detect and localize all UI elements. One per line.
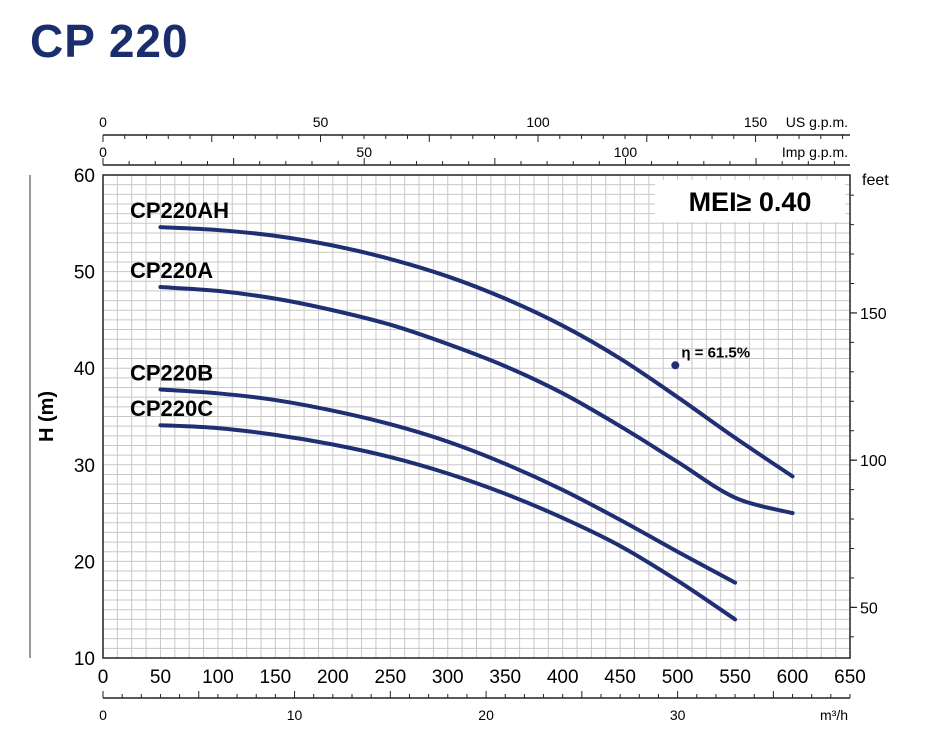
mei-label: MEI≥ 0.40 xyxy=(689,187,812,217)
feet-tick-label: 150 xyxy=(860,306,887,323)
x-tick-label: 400 xyxy=(547,667,579,688)
y-tick-label: 20 xyxy=(74,552,95,573)
curve-cp220ah xyxy=(158,225,795,479)
mei-box: MEI≥ 0.40 xyxy=(655,180,845,222)
y-tick-label: 10 xyxy=(74,649,95,670)
x-tick-label: 450 xyxy=(604,667,636,688)
y-axis-label: H (m) xyxy=(36,391,58,442)
usgpm-tick-label: 150 xyxy=(744,114,768,130)
x-tick-label: 600 xyxy=(777,667,809,688)
x-tick-label: 100 xyxy=(202,667,234,688)
y-tick-label: 50 xyxy=(74,263,95,284)
m3h-axis-label: m³/h xyxy=(820,707,848,723)
feet-tick-label: 100 xyxy=(860,453,887,470)
x-tick-label: 50 xyxy=(150,667,171,688)
x-tick-label: 200 xyxy=(317,667,349,688)
curve-label-cp220a: CP220A xyxy=(130,258,213,283)
y-tick-label: 60 xyxy=(74,166,95,187)
plot-border xyxy=(102,174,851,659)
feet-tick-label: 50 xyxy=(860,600,878,617)
feet-axis-label: feet xyxy=(862,172,889,189)
grid xyxy=(102,174,851,659)
x-tick-label: 150 xyxy=(260,667,292,688)
curve-cp220a xyxy=(158,285,795,516)
x-tick-label: 650 xyxy=(834,667,866,688)
m3h-tick-label: 10 xyxy=(287,707,303,723)
usgpm-axis-label: US g.p.m. xyxy=(786,114,848,130)
usgpm-tick-label: 100 xyxy=(526,114,550,130)
curve-cp220b xyxy=(158,387,738,585)
impgpm-axis-label: Imp g.p.m. xyxy=(782,144,848,160)
curve-label-cp220b: CP220B xyxy=(130,360,213,385)
x-tick-label: 300 xyxy=(432,667,464,688)
curve-cp220c xyxy=(158,423,738,622)
m3h-tick-label: 30 xyxy=(670,707,686,723)
usgpm-tick-label: 0 xyxy=(99,114,107,130)
m3h-tick-label: 20 xyxy=(478,707,494,723)
x-tick-label: 250 xyxy=(374,667,406,688)
efficiency-point xyxy=(671,361,680,370)
x-tick-label: 350 xyxy=(489,667,521,688)
curve-label-cp220ah: CP220AH xyxy=(130,198,229,223)
impgpm-tick-label: 50 xyxy=(356,144,372,160)
impgpm-tick-label: 0 xyxy=(99,144,107,160)
x-tick-label: 500 xyxy=(662,667,694,688)
m3h-tick-label: 0 xyxy=(99,707,107,723)
impgpm-tick-label: 100 xyxy=(614,144,638,160)
x-tick-label: 0 xyxy=(98,667,109,688)
chart-title: CP 220 xyxy=(30,15,189,67)
mei-box-background xyxy=(655,180,845,222)
y-tick-label: 30 xyxy=(74,456,95,477)
curve-label-cp220c: CP220C xyxy=(130,396,213,421)
x-tick-label: 550 xyxy=(719,667,751,688)
efficiency-label: η = 61.5% xyxy=(681,344,750,361)
usgpm-tick-label: 50 xyxy=(313,114,329,130)
y-tick-label: 40 xyxy=(74,359,95,380)
